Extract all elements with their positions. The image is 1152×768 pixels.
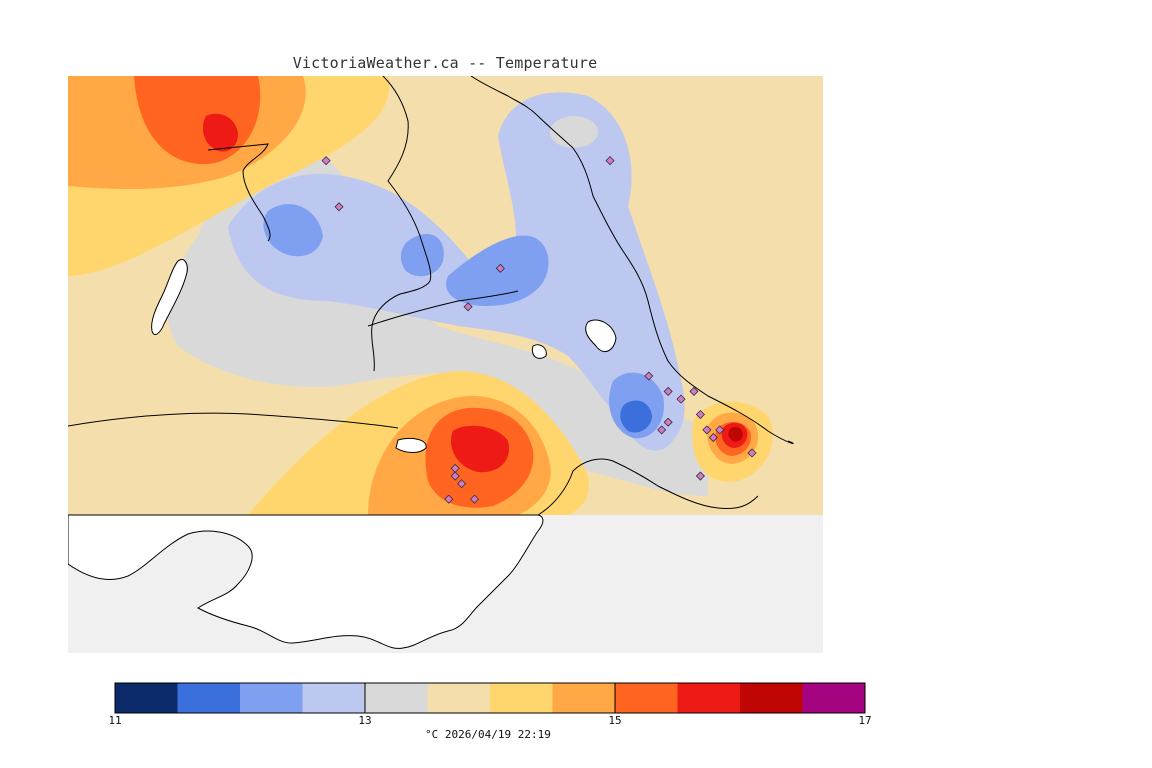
- colorbar-cell: [177, 683, 241, 713]
- temperature-colorbar: 11 13 15 17: [110, 682, 872, 725]
- colorbar-tick-label: 11: [110, 714, 122, 725]
- station-marker: [695, 409, 705, 420]
- coastlines: [68, 76, 794, 516]
- units-timestamp: °C 2026/04/19 22:19: [425, 728, 551, 741]
- temperature-map: [68, 76, 823, 653]
- station-marker: [450, 471, 460, 481]
- station-marker: [695, 471, 705, 481]
- colorbar-cell: [365, 683, 428, 713]
- colorbar-cell: [552, 683, 616, 713]
- station-markers: [321, 156, 757, 504]
- colorbar-cell: [490, 683, 553, 713]
- land: [68, 259, 617, 649]
- colorbar-tick-label: 13: [358, 714, 371, 725]
- colorbar-cell: [740, 683, 803, 713]
- colorbar-cell: [115, 683, 178, 713]
- station-marker: [657, 425, 667, 435]
- saltspring-island: [585, 319, 617, 353]
- olympic-peninsula: [68, 514, 544, 649]
- colorbar-tick-label: 15: [608, 714, 621, 725]
- station-marker: [663, 417, 673, 427]
- station-marker: [457, 479, 467, 489]
- station-marker: [334, 202, 344, 212]
- colorbar-tick-label: 17: [858, 714, 871, 725]
- temperature-field: [68, 76, 823, 515]
- small-island: [531, 344, 547, 359]
- station-marker: [663, 386, 673, 396]
- san-juan-island: [395, 437, 427, 453]
- colorbar-cell: [240, 683, 303, 713]
- station-marker: [444, 494, 454, 504]
- station-marker: [495, 263, 505, 273]
- station-marker: [689, 386, 699, 396]
- station-marker: [747, 448, 757, 458]
- map-title: VictoriaWeather.ca -- Temperature: [292, 54, 598, 72]
- station-marker: [676, 394, 686, 404]
- station-marker: [605, 156, 615, 166]
- station-marker: [463, 302, 473, 312]
- station-marker: [715, 425, 725, 435]
- station-marker: [702, 425, 712, 435]
- station-marker: [644, 371, 654, 381]
- colorbar-cell: [677, 683, 741, 713]
- colorbar-cell: [615, 683, 678, 713]
- station-marker: [708, 433, 718, 443]
- station-marker: [469, 494, 480, 504]
- colorbar-cell: [302, 683, 366, 713]
- colorbar-cell: [802, 683, 866, 713]
- colorbar-cell: [427, 683, 491, 713]
- station-marker: [321, 156, 331, 166]
- texada-island: [151, 259, 188, 335]
